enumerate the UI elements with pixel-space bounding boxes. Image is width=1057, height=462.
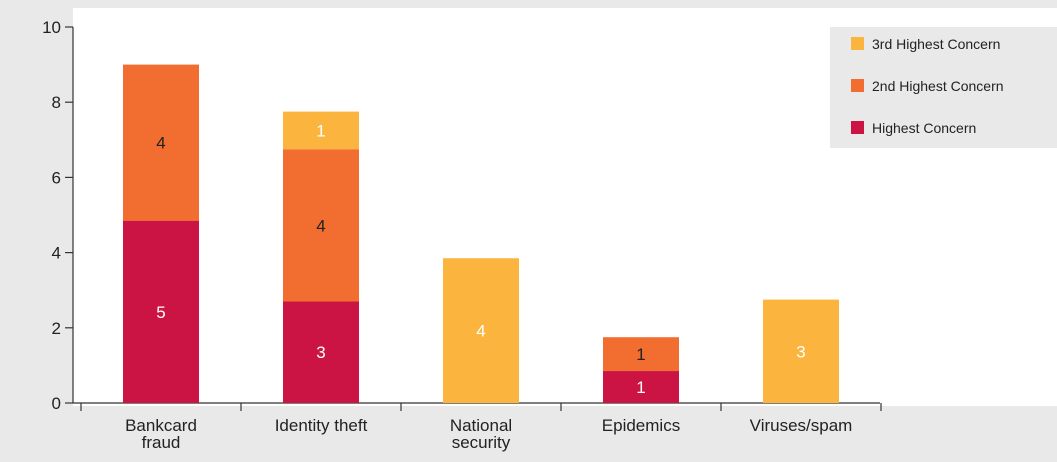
y-tick-label: 2: [52, 319, 61, 338]
data-label: 4: [316, 216, 325, 235]
y-tick-label: 10: [42, 18, 61, 37]
legend: 3rd Highest Concern 2nd Highest Concern Hi…: [851, 36, 1004, 136]
data-label: 5: [156, 303, 165, 322]
bar-segment: [603, 371, 679, 403]
bar-segment: [763, 299, 839, 403]
axes: 0 2 4 6 8 10 Bankcard fraud Identity theft Nation…: [42, 18, 882, 452]
bar-segment: [123, 220, 199, 403]
legend-swatch: [851, 37, 864, 50]
x-category-label: National security: [450, 416, 512, 452]
data-label: 1: [636, 378, 645, 397]
y-tick-label: 4: [52, 244, 61, 263]
data-label: 1: [316, 121, 325, 140]
x-category-label-line: fraud: [142, 433, 181, 452]
bar-segment: [603, 337, 679, 372]
data-label: 3: [316, 343, 325, 362]
x-category-label: Epidemics: [602, 416, 680, 435]
legend-label: Highest Concern: [872, 120, 976, 136]
bar-segment: [123, 64, 199, 221]
bar-segment: [283, 301, 359, 403]
bars: 5 4 3 4 1 4 1 1 3: [123, 64, 839, 403]
x-category-label-line: Bankcard: [125, 416, 197, 435]
legend-swatch: [851, 79, 864, 92]
x-category-label-line: National: [450, 416, 512, 435]
data-label: 4: [476, 322, 485, 341]
x-category-label: Identity theft: [275, 416, 368, 435]
x-category-label: Bankcard fraud: [125, 416, 197, 452]
legend-label: 3rd Highest Concern: [872, 36, 1000, 52]
legend-label: 2nd Highest Concern: [872, 78, 1004, 94]
bar-segment: [283, 111, 359, 150]
bar-segment: [443, 258, 519, 403]
x-category-label-line: Identity theft: [275, 416, 368, 435]
y-tick-label: 0: [52, 394, 61, 413]
bar-segment: [283, 149, 359, 302]
y-tick-label: 8: [52, 93, 61, 112]
y-tick-label: 6: [52, 168, 61, 187]
x-category-label-line: Epidemics: [602, 416, 680, 435]
legend-box: [830, 27, 1057, 148]
x-category-label: Viruses/spam: [750, 416, 853, 435]
x-category-label-line: Viruses/spam: [750, 416, 853, 435]
x-category-label-line: security: [452, 433, 511, 452]
data-label: 4: [156, 134, 165, 153]
data-label: 3: [796, 342, 805, 361]
legend-swatch: [851, 121, 864, 134]
data-label: 1: [636, 345, 645, 364]
